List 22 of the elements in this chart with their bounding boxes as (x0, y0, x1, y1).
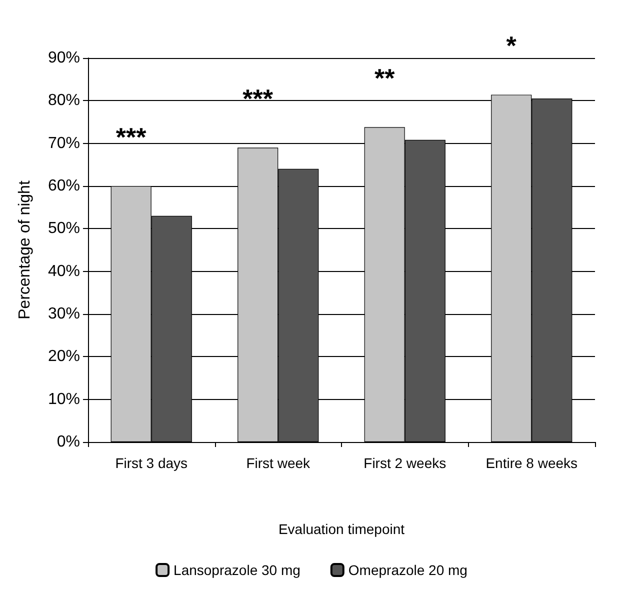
y-tick-label: 70% (48, 134, 80, 152)
y-tick-label: 90% (48, 50, 80, 66)
y-tick-label: 80% (48, 92, 80, 110)
y-tick-label: 60% (48, 178, 80, 194)
y-tick-label: 10% (48, 390, 80, 408)
y-tick-label: 20% (48, 348, 80, 366)
x-tick-label: Entire 8 weeks (486, 455, 578, 471)
legend-label: Lansoprazole 30 mg (174, 562, 300, 578)
y-axis-title: Percentage of night (16, 180, 34, 320)
y-tick-label: 40% (48, 262, 80, 280)
annotation: *** (116, 122, 148, 152)
x-tick-label: First week (246, 455, 312, 471)
y-tick-label: 30% (48, 306, 80, 322)
y-tick-label: 50% (48, 220, 80, 238)
x-axis-title: Evaluation timepoint (278, 521, 405, 537)
y-tick-label: 0% (56, 434, 80, 450)
legend-label: Omeprazole 20 mg (348, 562, 468, 578)
annotation: *** (242, 84, 274, 114)
x-tick-label: First 2 weeks (364, 455, 446, 471)
annotation: * (506, 30, 518, 61)
x-tick-label: First 3 days (115, 455, 188, 471)
annotation: ** (374, 63, 396, 94)
